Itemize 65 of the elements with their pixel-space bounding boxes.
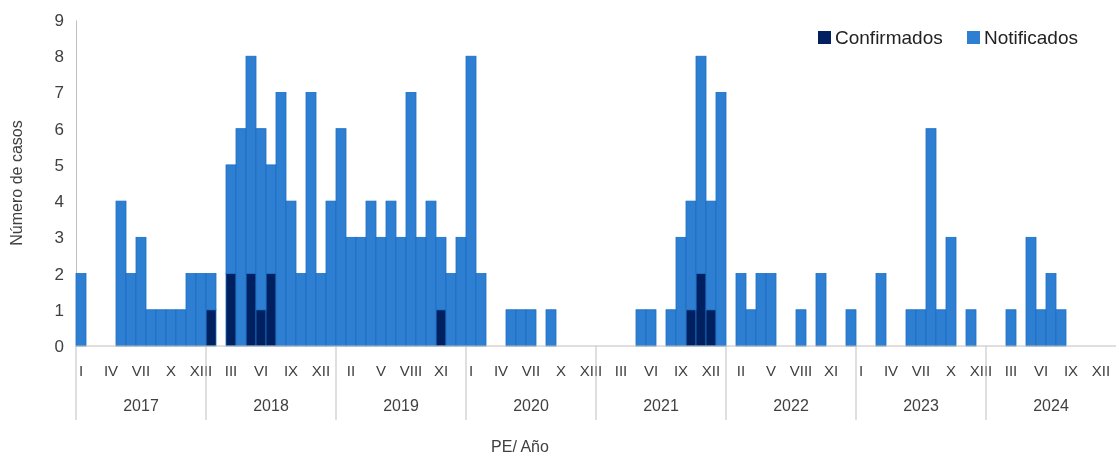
x-tick-label: III [614, 362, 628, 379]
bar [815, 273, 827, 347]
x-tick-label: III [224, 362, 238, 379]
legend-label: Notificados [984, 27, 1078, 48]
y-tick-label: 0 [54, 336, 64, 356]
bar [965, 309, 977, 347]
x-tick-label: XIII [579, 362, 603, 379]
x-tick-label: VI [1033, 362, 1049, 379]
bar [75, 273, 87, 347]
text: 2023 [903, 397, 939, 414]
x-tick-label: XIII [969, 362, 993, 379]
y-tick-label: 7 [54, 83, 64, 103]
x-tick-label: XII [311, 362, 331, 379]
text: 2017 [123, 397, 159, 414]
y-tick-label: 1 [54, 300, 64, 320]
x-tick-label: VI [253, 362, 269, 379]
x-tick-label: XII [1091, 362, 1111, 379]
x-tick-label: I [468, 362, 474, 379]
x-tick-label: V [375, 362, 387, 379]
y-tick-label: 4 [54, 192, 64, 212]
bar [1005, 309, 1017, 347]
x-tick-label: X [555, 362, 567, 379]
x-tick-label: I [858, 362, 864, 379]
y-axis-title: Número de casos [8, 120, 25, 246]
text: 2024 [1033, 397, 1069, 414]
x-tick-label: II [736, 362, 746, 379]
bar [795, 309, 807, 347]
bar [845, 309, 857, 347]
x-tick-label: XIII [189, 362, 213, 379]
x-tick-label: I [78, 362, 84, 379]
x-tick-label: X [165, 362, 177, 379]
x-tick-label: V [765, 362, 777, 379]
text: 2021 [643, 397, 679, 414]
y-tick-label: 6 [54, 119, 64, 139]
x-tick-label: IX [1063, 362, 1079, 379]
x-axis-title: PE/ Año [491, 438, 550, 455]
x-tick-label: III [1004, 362, 1018, 379]
bar [545, 309, 557, 347]
x-tick-label: IX [673, 362, 689, 379]
x-tick-label: IV [103, 362, 119, 379]
y-tick-label: 2 [54, 264, 64, 284]
text: 2019 [383, 397, 419, 414]
x-tick-label: II [346, 362, 356, 379]
y-tick-label: 3 [54, 228, 64, 248]
x-tick-label: XI [823, 362, 839, 379]
x-tick-label: IV [883, 362, 899, 379]
y-tick-label: 9 [54, 10, 64, 30]
x-tick-label: IV [493, 362, 509, 379]
x-tick-label: VI [643, 362, 659, 379]
text: 2018 [253, 397, 289, 414]
x-tick-label: VII [131, 362, 151, 379]
x-tick-label: VII [521, 362, 541, 379]
x-tick-label: VIII [399, 362, 423, 379]
y-tick-label: 8 [54, 47, 64, 67]
x-tick-label: VIII [789, 362, 813, 379]
x-tick-label: X [945, 362, 957, 379]
x-tick-label: IX [283, 362, 299, 379]
x-tick-label: XII [701, 362, 721, 379]
y-tick-label: 5 [54, 155, 64, 175]
text: 2020 [513, 397, 549, 414]
x-tick-label: XI [433, 362, 449, 379]
bar [875, 273, 887, 347]
x-tick-label: VII [911, 362, 931, 379]
legend-label: Confirmados [835, 27, 943, 48]
text: 2022 [773, 397, 809, 414]
